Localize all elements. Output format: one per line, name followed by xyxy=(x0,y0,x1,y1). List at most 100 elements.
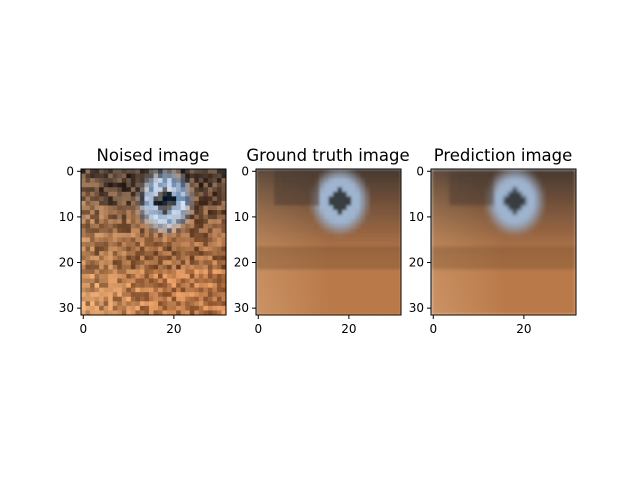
pixel xyxy=(526,191,532,197)
pixel xyxy=(274,223,280,229)
pixel xyxy=(103,178,109,184)
pixel xyxy=(158,269,163,275)
pixel xyxy=(360,169,366,174)
pixel xyxy=(512,223,518,229)
pixel xyxy=(539,191,545,197)
pixel xyxy=(176,219,182,225)
pixel xyxy=(453,301,459,307)
pixel xyxy=(90,187,95,193)
pixel xyxy=(207,305,213,311)
pixel xyxy=(278,287,284,293)
pixel xyxy=(494,200,500,206)
pixel xyxy=(342,178,348,184)
pixel xyxy=(508,278,513,284)
pixel xyxy=(135,251,141,257)
pixel xyxy=(108,246,114,252)
pixel xyxy=(81,273,86,279)
pixel xyxy=(203,296,209,302)
pixel xyxy=(360,232,366,238)
pixel xyxy=(265,269,270,275)
pixel xyxy=(90,223,95,229)
pixel xyxy=(185,310,191,315)
pixel xyxy=(449,173,455,179)
pixel xyxy=(278,310,284,315)
pixel xyxy=(310,205,316,211)
pixel xyxy=(391,187,397,193)
pixel xyxy=(364,210,370,216)
pixel xyxy=(90,214,95,220)
y-tick-label: 30 xyxy=(234,301,249,315)
pixel xyxy=(566,292,572,298)
pixel xyxy=(548,237,554,243)
pixel xyxy=(553,287,559,293)
pixel xyxy=(112,196,118,202)
pixel xyxy=(296,200,302,206)
pixel xyxy=(278,301,284,307)
pixel xyxy=(539,169,545,174)
pixel xyxy=(292,228,298,234)
pixel xyxy=(162,187,168,193)
pixel xyxy=(508,169,513,174)
pixel xyxy=(557,196,563,202)
pixel xyxy=(121,305,127,311)
pixel xyxy=(489,205,495,211)
pixel xyxy=(458,228,464,234)
pixel xyxy=(274,251,280,257)
pixel xyxy=(517,310,523,315)
pixel xyxy=(319,237,325,243)
pixel xyxy=(139,237,145,243)
pixel xyxy=(126,283,132,289)
pixel xyxy=(382,187,388,193)
pixel xyxy=(346,219,352,225)
pixel xyxy=(158,182,163,188)
pixel xyxy=(203,196,209,202)
pixel xyxy=(265,260,270,266)
pixel xyxy=(503,269,509,275)
pixel xyxy=(274,305,280,311)
pixel xyxy=(189,214,195,220)
pixel xyxy=(269,205,275,211)
pixel xyxy=(328,278,334,284)
pixel xyxy=(319,278,325,284)
pixel xyxy=(126,200,132,206)
pixel xyxy=(319,296,325,302)
pixel xyxy=(571,301,576,307)
pixel xyxy=(328,310,334,315)
pixel xyxy=(167,278,173,284)
pixel xyxy=(287,287,293,293)
pixel xyxy=(369,260,375,266)
pixel xyxy=(333,251,338,257)
pixel xyxy=(526,187,532,193)
pixel xyxy=(355,246,361,252)
pixel xyxy=(260,269,266,275)
pixel xyxy=(185,205,191,211)
pixel xyxy=(485,296,491,302)
pixel xyxy=(382,251,388,257)
pixel xyxy=(333,264,338,270)
pixel xyxy=(535,296,541,302)
pixel xyxy=(189,210,195,216)
pixel xyxy=(314,187,320,193)
pixel xyxy=(269,287,275,293)
pixel xyxy=(458,269,464,275)
pixel xyxy=(373,191,379,197)
pixel xyxy=(498,210,504,216)
pixel xyxy=(535,292,541,298)
pixel xyxy=(189,251,195,257)
pixel xyxy=(562,287,568,293)
pixel xyxy=(337,205,343,211)
pixel xyxy=(539,269,545,275)
pixel xyxy=(203,287,209,293)
pixel xyxy=(283,269,289,275)
pixel xyxy=(319,169,325,174)
pixel xyxy=(458,296,464,302)
pixel xyxy=(158,251,163,257)
pixel xyxy=(130,310,136,315)
pixel xyxy=(571,187,576,193)
pixel xyxy=(158,200,163,206)
pixel xyxy=(301,301,307,307)
pixel xyxy=(364,305,370,311)
pixel xyxy=(444,242,450,247)
pixel xyxy=(462,173,468,179)
